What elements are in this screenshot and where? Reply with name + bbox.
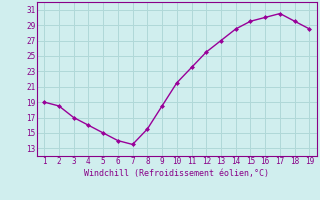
- X-axis label: Windchill (Refroidissement éolien,°C): Windchill (Refroidissement éolien,°C): [84, 169, 269, 178]
